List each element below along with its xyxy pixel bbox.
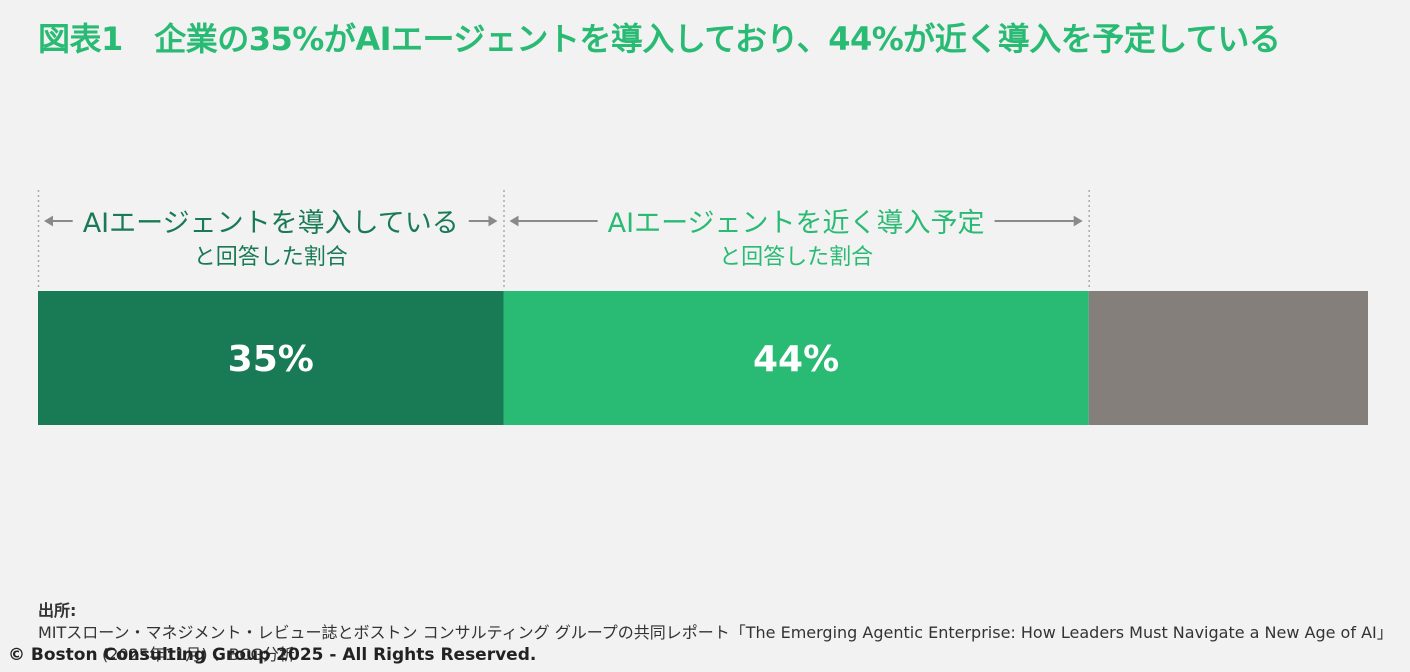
source-note: 出所: MITスローン・マネジメント・レビュー誌とボストン コンサルティング グル… xyxy=(38,600,1410,666)
source-label: 出所: xyxy=(38,601,77,620)
value-label-2: 44% xyxy=(753,339,839,380)
segment-label-2: AIエージェントを近く導入予定 xyxy=(608,208,985,239)
segment-label-1: AIエージェントを導入している xyxy=(83,208,459,239)
segment-arrows xyxy=(44,215,1083,227)
source-text-line1: MITスローン・マネジメント・レビュー誌とボストン コンサルティング グループの… xyxy=(38,623,1393,642)
bar-segments xyxy=(38,291,1368,425)
arrow-right-head-2 xyxy=(1073,215,1083,227)
bar-segment-3 xyxy=(1088,291,1368,425)
segment-sublabel-2: と回答した割合 xyxy=(719,245,873,270)
arrow-right-head-1 xyxy=(488,215,498,227)
value-label-1: 35% xyxy=(228,339,314,380)
bar-segment-1 xyxy=(38,291,504,425)
segment-dividers xyxy=(37,190,1090,287)
bar-segment-2 xyxy=(503,291,1089,425)
arrow-left-head-1 xyxy=(44,215,53,227)
copyright: © Boston Consulting Group 2025 - All Rig… xyxy=(8,645,537,665)
segment-sublabel-1: と回答した割合 xyxy=(194,245,348,270)
source-text-line2: (2025年11月) 、BCG分析 xyxy=(102,645,295,664)
value-labels: 35% 44% xyxy=(228,339,840,380)
chart-title: 図表1 企業の35%がAIエージェントを導入しており、44%が近く導入を予定して… xyxy=(38,20,1281,58)
arrow-left-head-2 xyxy=(509,215,519,227)
